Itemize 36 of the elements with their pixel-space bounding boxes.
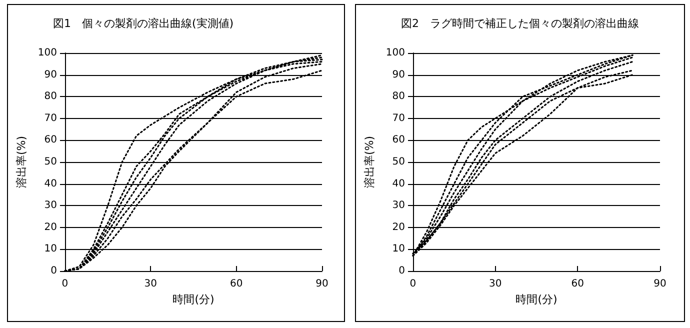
x-tick-label: 0	[410, 278, 416, 290]
x-axis-title: 時間(分)	[172, 292, 214, 306]
y-tick-label: 40	[392, 178, 405, 190]
y-tick-label: 30	[44, 200, 57, 212]
x-tick-label: 60	[230, 278, 243, 290]
y-tick-label: 50	[392, 156, 405, 168]
y-tick-label: 70	[392, 112, 405, 124]
x-tick-label: 30	[488, 278, 502, 290]
chart-title: 図1 個々の製剤の溶出曲線(実測値)	[53, 17, 234, 30]
y-axis-title: 溶出率(%)	[15, 136, 28, 188]
y-tick-label: 80	[392, 91, 405, 102]
x-axis-title: 時間(分)	[516, 292, 558, 306]
y-tick-label: 20	[392, 222, 405, 233]
y-tick-label: 50	[44, 156, 57, 168]
y-tick-label: 80	[44, 91, 57, 102]
y-tick-label: 100	[38, 48, 57, 58]
y-tick-label: 60	[44, 134, 57, 146]
y-tick-label: 20	[44, 222, 57, 233]
y-tick-label: 10	[392, 244, 405, 255]
x-tick-label: 0	[62, 278, 68, 290]
y-tick-label: 60	[392, 134, 405, 146]
y-tick-label: 40	[44, 178, 57, 190]
y-tick-label: 90	[392, 69, 405, 80]
x-tick-label: 30	[144, 278, 158, 290]
y-tick-label: 0	[398, 266, 405, 276]
y-tick-label: 100	[386, 48, 405, 58]
y-tick-label: 30	[392, 200, 405, 212]
x-tick-label: 90	[316, 278, 328, 290]
y-tick-label: 90	[44, 69, 57, 80]
chart-title: 図2 ラグ時間で補正した個々の製剤の溶出曲線	[401, 17, 639, 30]
x-tick-label: 90	[654, 278, 666, 290]
x-tick-label: 60	[571, 278, 584, 290]
y-axis-title: 溶出率(%)	[363, 136, 376, 188]
y-tick-label: 10	[44, 244, 57, 255]
y-tick-label: 70	[44, 112, 57, 124]
y-tick-label: 0	[50, 266, 57, 276]
